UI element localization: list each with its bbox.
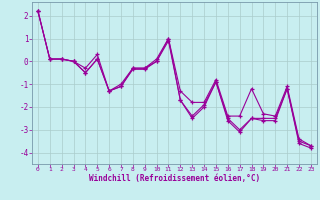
X-axis label: Windchill (Refroidissement éolien,°C): Windchill (Refroidissement éolien,°C) bbox=[89, 174, 260, 183]
